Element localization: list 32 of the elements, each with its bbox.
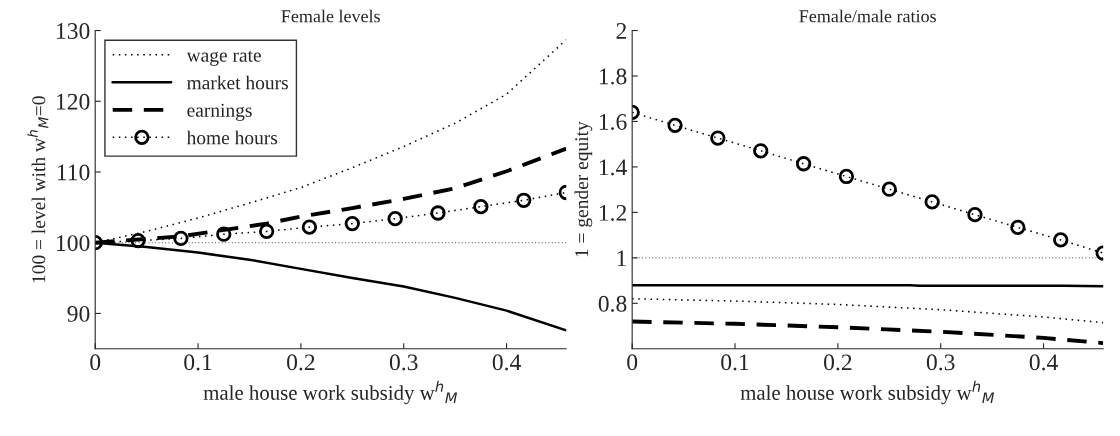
y-tick-label: 1	[617, 250, 626, 267]
x-tick-label: 0.1	[721, 354, 749, 371]
y-tick-label: 1.8	[599, 68, 627, 85]
legend-label: wage rate	[186, 50, 261, 66]
y-tick-label: 1.4	[599, 159, 627, 176]
y-tick-label: 1.6	[599, 114, 627, 130]
chart-title: Female/male ratios	[799, 9, 936, 23]
y-tick-label: 110	[57, 164, 90, 181]
x-tick-label: 0	[627, 354, 638, 371]
y-tick-label: 90	[67, 305, 90, 322]
x-tick-label: 0.1	[184, 354, 212, 371]
y-tick-label: 1.2	[599, 204, 627, 221]
legend-label: earnings	[187, 103, 252, 121]
chart-title: Female levels	[281, 9, 380, 23]
y-axis-title: 100 = level with w$^{h}$$_{M}$=0	[27, 96, 49, 283]
y-tick-label: 0.8	[598, 295, 627, 312]
x-tick-label: 0.4	[492, 354, 521, 371]
y-tick-label: 2	[616, 23, 627, 39]
y-tick-label: 130	[57, 23, 90, 39]
x-tick-label: 0	[90, 354, 101, 371]
x-tick-label: 0.3	[389, 354, 418, 371]
x-axis-title: male house work subsidy w$^{h}$$_{M}$	[203, 380, 458, 405]
legend-label: home hours	[186, 130, 278, 145]
legend-label: market hours	[187, 75, 288, 90]
y-axis-title: 1 = gender equity	[574, 121, 593, 257]
x-tick-label: 0.3	[926, 354, 955, 371]
x-tick-label: 0.4	[1029, 354, 1058, 371]
y-tick-label: 100	[57, 235, 90, 252]
x-axis-title: male house work subsidy w$^{h}$$_{M}$	[740, 380, 995, 405]
x-tick-label: 0.2	[824, 354, 852, 371]
y-tick-label: 120	[57, 93, 90, 110]
x-tick-label: 0.2	[287, 354, 315, 371]
